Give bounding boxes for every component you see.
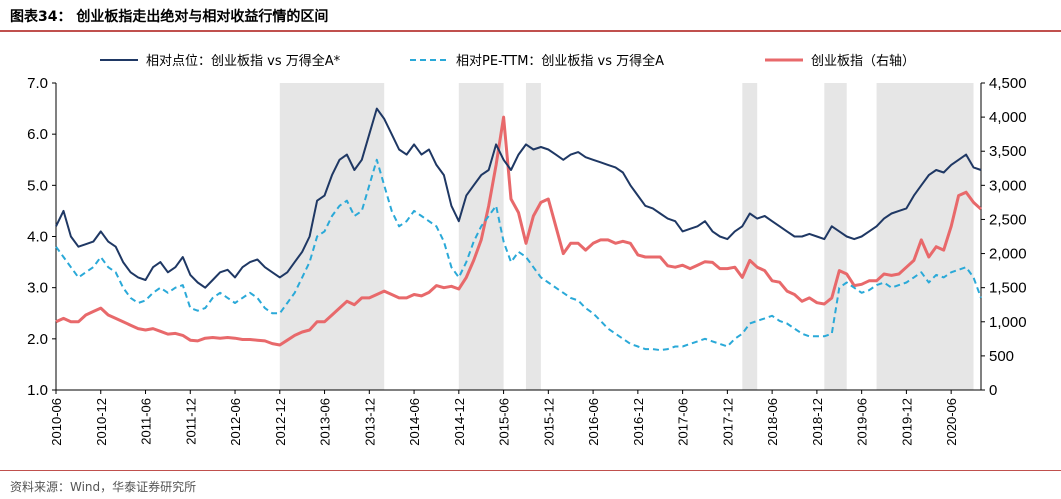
series-line-2 [55,158,982,352]
footer-rule [0,470,1061,471]
y-right-tick-label: 1,500 [989,280,1027,297]
y-right-tick-label: 2,000 [989,246,1027,263]
x-tick-label: 2013-12 [362,398,377,446]
x-tick-label: 2019-12 [899,398,914,446]
x-tick-label: 2016-12 [631,398,646,446]
header-rule [0,30,1061,32]
x-tick-label: 2012-06 [228,398,243,446]
axes: 1.0 2.0 3.0 4.0 5.0 6.0 7.0 0 500 1,000 1,500 2,000… [27,75,1026,446]
y-left-tick-label: 4.0 [27,229,48,246]
y-left-tick-label: 6.0 [27,126,48,143]
legend: 相对点位：创业板指 vs 万得全A* 相对PE-TTM：创业板指 vs 万得全A 创… [100,53,915,69]
y-left-tick-label: 7.0 [27,75,48,92]
y-right-tick-label: 3,500 [989,143,1027,160]
x-tick-label: 2017-06 [676,398,691,446]
legend-label-2: 相对PE-TTM：创业板指 vs 万得全A [456,53,664,69]
x-tick-label: 2017-12 [720,398,735,446]
x-tick-label: 2010-06 [49,398,64,446]
shaded-period-5 [824,83,847,390]
y-right-tick-label: 0 [989,382,997,399]
figure-title: 图表34： 创业板指走出绝对与相对收益行情的区间 [10,9,329,25]
figure-header: 图表34： 创业板指走出绝对与相对收益行情的区间 [0,0,1061,30]
shaded-period-1 [279,83,385,390]
x-tick-label: 2018-12 [810,398,825,446]
series-line-1 [55,107,982,289]
x-tick-label: 2011-12 [183,398,198,445]
y-right-tick-label: 3,000 [989,177,1027,194]
y-right-tick-label: 1,000 [989,314,1027,331]
x-tick-label: 2015-06 [497,398,512,446]
chart: 1.0 2.0 3.0 4.0 5.0 6.0 7.0 0 500 1,000 1,500 2,000… [27,53,1026,446]
x-tick-label: 2019-06 [855,398,870,446]
x-tick-label: 2010-12 [94,398,109,446]
y-right-tick-label: 4,500 [989,75,1027,92]
x-tick-label: 2011-06 [139,398,154,445]
series-line-3 [55,115,983,347]
shaded-period-6 [876,83,974,390]
x-tick-label: 2020-06 [944,398,959,446]
x-tick-label: 2012-12 [273,398,288,446]
shaded-period-3 [525,83,541,390]
y-left-tick-label: 5.0 [27,177,48,194]
x-tick-label: 2018-06 [765,398,780,446]
y-left-tick-label: 2.0 [27,331,48,348]
x-tick-label: 2013-06 [318,398,333,446]
y-left-tick-label: 1.0 [27,382,48,399]
x-tick-label: 2014-12 [452,398,467,446]
shaded-period-4 [742,83,758,390]
x-tick-label: 2016-06 [586,398,601,446]
series-lines [55,107,983,352]
source-note: 资料来源：Wind，华泰证券研究所 [10,480,197,494]
y-right-tick-label: 2,500 [989,211,1027,228]
shaded-periods [279,83,974,390]
legend-label-3: 创业板指（右轴） [811,54,915,69]
legend-label-1: 相对点位：创业板指 vs 万得全A* [146,53,341,69]
x-tick-label: 2014-06 [407,398,422,446]
y-right-tick-label: 4,000 [989,109,1027,126]
x-tick-label: 2015-12 [541,398,556,446]
y-left-tick-label: 3.0 [27,280,48,297]
y-right-tick-label: 500 [989,348,1014,365]
